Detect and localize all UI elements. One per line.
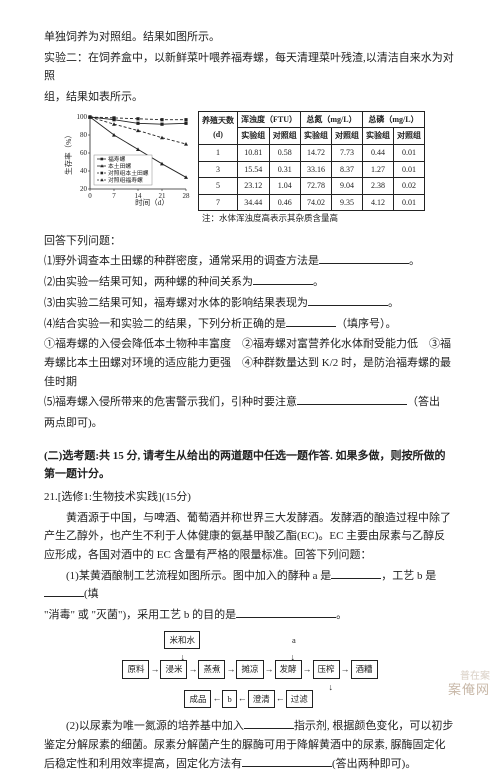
s2-q2a: (2)以尿素为唯一氮源的培养基中加入 — [66, 720, 244, 732]
sec2-q1-line2: "消毒" 或 "灭菌")，采用工艺 b 的目的是 。 — [44, 606, 456, 625]
sec2-q1-blank1 — [331, 567, 381, 579]
data-table: 养殖天数(d)浑浊度（FTU）总氮（mg/L）总磷（mg/L）实验组对照组实验组… — [198, 111, 425, 212]
svg-text:本土田螺: 本土田螺 — [108, 162, 131, 170]
sec2-sub: 21.[选修1:生物技术实践](15分) — [44, 488, 456, 507]
q2-blank — [253, 273, 313, 285]
questions: 回答下列问题： ⑴野外调查本土田螺的种群密度，通常采用的调查方法是。 ⑵由实验一… — [44, 232, 456, 433]
svg-text:28: 28 — [183, 192, 191, 200]
s2-q2-blank1 — [244, 717, 294, 729]
figure-row: 2040608010007142128生存率（%）时间（d）福寿螺本土田螺对照组… — [62, 111, 456, 226]
q1-text: ⑴野外调查本土田螺的种群密度，通常采用的调查方法是 — [44, 255, 319, 267]
q3: ⑶由实验二结果可知，福寿螺对水体的影响结果表现为 。 — [44, 294, 456, 313]
flowchart-wrap: 米和水a↓↓原料→浸米→蒸煮→摊凉→发酵→压榨→酒糟↓成品←b←澄清←过滤 — [44, 631, 456, 711]
svg-text:生存率（%）: 生存率（%） — [63, 131, 73, 175]
q1: ⑴野外调查本土田螺的种群密度，通常采用的调查方法是 。 — [44, 252, 456, 271]
q2-tail: 。 — [313, 276, 324, 288]
sec2-q1: (1)某黄酒酿制工艺流程如图所示。图中加入的酵种 a 是 ，工艺 b 是 (填 — [44, 567, 456, 604]
q1-tail: 。 — [409, 255, 420, 267]
svg-text:0: 0 — [88, 192, 92, 200]
sec2-title: (二)选考题:共 15 分, 请考生从给出的两道题中任选一题作答. 如果多做，则… — [44, 447, 456, 484]
q4-text: ⑷结合实验一和实验二的结果，下列分析正确的是 — [44, 318, 286, 330]
svg-text:时间（d）: 时间（d） — [135, 197, 169, 207]
svg-text:对照组福寿螺: 对照组福寿螺 — [108, 176, 143, 184]
sec2-q1c: (填 — [84, 588, 99, 600]
survival-chart: 2040608010007142128生存率（%）时间（d）福寿螺本土田螺对照组… — [62, 111, 190, 207]
q5-text: ⑸福寿螺入侵所带来的危害警示我们，引种时要注意 — [44, 396, 297, 408]
svg-text:20: 20 — [80, 185, 88, 193]
watermark-large: 案俺网 — [448, 679, 490, 701]
sec2-q1-blank3 — [236, 606, 336, 618]
q5: ⑸福寿螺入侵所带来的危害警示我们，引种时要注意 （答出 — [44, 393, 456, 412]
sec2-q1e: 。 — [336, 609, 347, 621]
q2-text: ⑵由实验一结果可知，两种螺的种间关系为 — [44, 276, 253, 288]
table-note: 注：水体浑浊度高表示其杂质含量高 — [202, 211, 425, 225]
section2: (二)选考题:共 15 分, 请考生从给出的两道题中任选一题作答. 如果多做，则… — [44, 447, 456, 625]
sec2-q1d: "消毒" 或 "灭菌")，采用工艺 b 的目的是 — [44, 609, 236, 621]
q3-blank — [308, 294, 388, 306]
sec2-p1: 黄酒源于中国，与啤酒、葡萄酒并称世界三大发酵酒。发酵酒的酿造过程中除了产生乙醇外… — [44, 509, 456, 565]
q5-blank — [297, 393, 407, 405]
q4-blank — [286, 315, 336, 327]
svg-text:80: 80 — [80, 131, 88, 139]
s2-q2c: (答出两种即可)。 — [332, 758, 416, 770]
q2: ⑵由实验一结果可知，两种螺的种间关系为 。 — [44, 273, 456, 292]
q3-text: ⑶由实验二结果可知，福寿螺对水体的影响结果表现为 — [44, 297, 308, 309]
q-head: 回答下列问题： — [44, 232, 456, 251]
intro-line2b: 组，结果如表所示。 — [44, 88, 456, 107]
sec2-q1-blank2 — [44, 585, 84, 597]
svg-text:7: 7 — [112, 192, 116, 200]
svg-text:福寿螺: 福寿螺 — [108, 155, 126, 163]
q5-tail: （答出 — [407, 396, 440, 408]
svg-text:100: 100 — [77, 113, 88, 121]
table-wrap: 养殖天数(d)浑浊度（FTU）总氮（mg/L）总磷（mg/L）实验组对照组实验组… — [198, 111, 425, 226]
q3-tail: 。 — [388, 297, 399, 309]
intro-line2a: 实验二：在饲养盒中，以新鲜菜叶喂养福寿螺，每天清理菜叶残渣,以清洁自来水为对照 — [44, 49, 456, 86]
q4-tail: （填序号）。 — [336, 318, 397, 330]
q4-options: ①福寿螺的入侵会降低本土物种丰富度 ②福寿螺对富营养化水体耐受能力低 ③福寿螺比… — [44, 335, 456, 391]
svg-text:对照组本土田螺: 对照组本土田螺 — [108, 169, 149, 177]
q5c: 两点即可)。 — [44, 414, 456, 433]
s2-q2: (2)以尿素为唯一氮源的培养基中加入指示剂, 根据颜色变化，可以初步鉴定分解尿素… — [44, 717, 456, 773]
svg-text:60: 60 — [80, 149, 88, 157]
intro-line1: 单独饲养为对照组。结果如图所示。 — [44, 28, 456, 47]
flowchart: 米和水a↓↓原料→浸米→蒸煮→摊凉→发酵→压榨→酒糟↓成品←b←澄清←过滤 — [122, 631, 377, 711]
sec2-q1b: ，工艺 b 是 — [381, 570, 436, 582]
s2-q2-blank2 — [242, 755, 332, 767]
svg-text:40: 40 — [80, 167, 88, 175]
sec2-q1a: (1)某黄酒酿制工艺流程如图所示。图中加入的酵种 a 是 — [66, 570, 331, 582]
q1-blank — [319, 252, 409, 264]
q4: ⑷结合实验一和实验二的结果，下列分析正确的是 （填序号）。 — [44, 315, 456, 334]
